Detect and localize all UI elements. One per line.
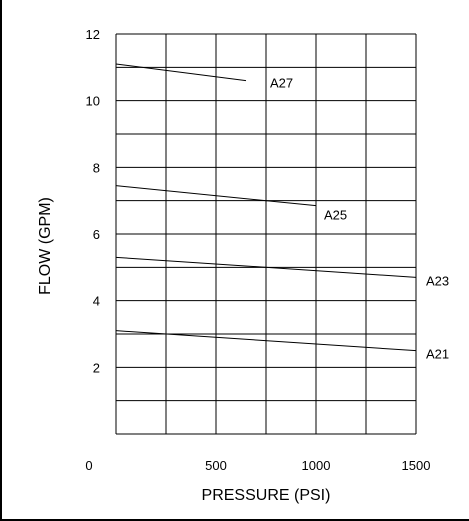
y-tick-label: 2 <box>93 360 100 375</box>
y-tick-label: 10 <box>86 94 100 109</box>
grid <box>115 33 417 435</box>
y-tick-label: 4 <box>93 294 100 309</box>
y-tick-label: 8 <box>93 160 100 175</box>
x-axis-label: PRESSURE (PSI) <box>202 487 331 504</box>
series-line-a21 <box>115 330 417 352</box>
x-tick-labels: 0 500 1000 1500 <box>85 458 430 473</box>
x-tick-label: 1000 <box>302 458 331 473</box>
series-label-a23: A23 <box>426 273 449 288</box>
y-axis-label: FLOW (GPM) <box>37 197 54 295</box>
x-tick-label: 500 <box>205 458 227 473</box>
series-label-a21: A21 <box>426 347 449 362</box>
x-tick-label: 0 <box>85 458 92 473</box>
series-line-a25 <box>115 185 317 207</box>
y-tick-labels: 2 4 6 8 10 12 <box>86 27 100 375</box>
x-tick-label: 1500 <box>402 458 431 473</box>
series-line-a27 <box>115 63 247 82</box>
series-label-a25: A25 <box>324 208 347 223</box>
series-label-a27: A27 <box>270 76 293 91</box>
y-tick-label: 12 <box>86 27 100 42</box>
series-lines <box>115 63 417 352</box>
y-tick-label: 6 <box>93 227 100 242</box>
series-line-a23 <box>115 256 417 278</box>
series-labels: A27 A25 A23 A21 <box>270 76 449 362</box>
